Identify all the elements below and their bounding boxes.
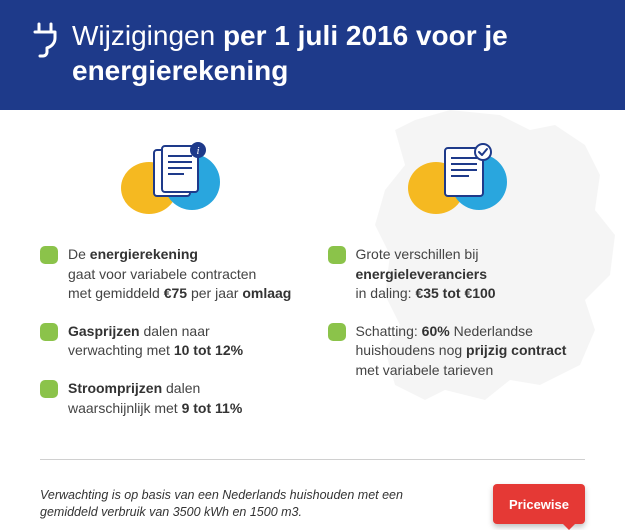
left-column: i De energierekeninggaat voor variabele …	[40, 140, 298, 418]
list-item: De energierekeninggaat voor variabele co…	[40, 245, 298, 304]
bullet-text: De energierekeninggaat voor variabele co…	[68, 245, 291, 304]
right-column: Grote verschillen bijenergieleveranciers…	[328, 140, 586, 418]
bullet-icon	[40, 380, 58, 398]
bullet-text: Grote verschillen bijenergieleveranciers…	[356, 245, 496, 304]
content-area: i De energierekeninggaat voor variabele …	[0, 110, 625, 470]
logo-text: Pricewise	[509, 497, 569, 512]
document-info-icon: i	[40, 140, 298, 220]
bullet-icon	[40, 246, 58, 264]
svg-text:i: i	[196, 145, 199, 157]
bullet-icon	[328, 246, 346, 264]
footer: Verwachting is op basis van een Nederlan…	[0, 470, 625, 524]
list-item: Grote verschillen bijenergieleveranciers…	[328, 245, 586, 304]
pricewise-logo: Pricewise	[493, 484, 585, 524]
page-title: Wijzigingen per 1 juli 2016 voor je ener…	[72, 18, 595, 88]
bullet-icon	[328, 323, 346, 341]
list-item: Schatting: 60% Nederlandsehuishoudens no…	[328, 322, 586, 381]
bullet-text: Stroomprijzen dalenwaarschijnlijk met 9 …	[68, 379, 242, 418]
bullet-icon	[40, 323, 58, 341]
divider	[40, 459, 585, 460]
plug-icon	[30, 22, 60, 63]
bullet-text: Schatting: 60% Nederlandsehuishoudens no…	[356, 322, 567, 381]
list-item: Gasprijzen dalen naarverwachting met 10 …	[40, 322, 298, 361]
header: Wijzigingen per 1 juli 2016 voor je ener…	[0, 0, 625, 110]
document-check-icon	[328, 140, 586, 220]
left-bullets: De energierekeninggaat voor variabele co…	[40, 245, 298, 418]
right-bullets: Grote verschillen bijenergieleveranciers…	[328, 245, 586, 381]
footnote: Verwachting is op basis van een Nederlan…	[40, 487, 420, 522]
bullet-text: Gasprijzen dalen naarverwachting met 10 …	[68, 322, 243, 361]
list-item: Stroomprijzen dalenwaarschijnlijk met 9 …	[40, 379, 298, 418]
